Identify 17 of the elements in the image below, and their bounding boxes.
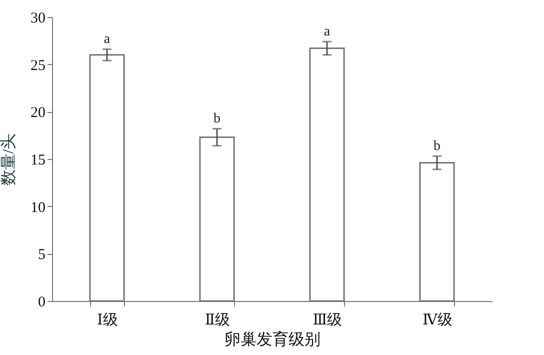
y-tick-label: 30 [30,10,46,26]
y-tick-label: 0 [38,294,46,310]
x-tick-label: Ⅳ级 [422,312,452,328]
x-tick-label: Ⅰ级 [97,312,118,328]
y-tick-label: 10 [30,200,46,216]
annotation: a [324,24,331,40]
x-axis-title: 卵巢发育级别 [224,330,320,348]
annotation: a [104,32,111,48]
y-tick-label: 20 [30,105,46,122]
annotation: b [214,112,220,127]
annotation: b [434,139,440,154]
y-tick-label: 25 [30,58,46,74]
y-tick-label: 15 [30,152,46,168]
x-tick-label: Ⅱ级 [204,312,230,328]
y-axis-title: 数量/头 [0,133,18,186]
x-tick-label: Ⅲ级 [312,312,342,328]
y-tick-label: 5 [38,247,46,264]
